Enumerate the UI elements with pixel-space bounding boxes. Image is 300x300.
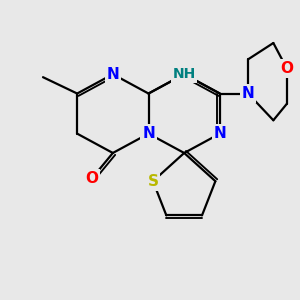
- Text: O: O: [280, 61, 293, 76]
- Text: N: N: [106, 67, 119, 82]
- Text: N: N: [214, 126, 226, 141]
- Text: S: S: [148, 174, 158, 189]
- Text: O: O: [85, 171, 98, 186]
- Text: NH: NH: [172, 67, 196, 81]
- Text: N: N: [142, 126, 155, 141]
- Text: N: N: [242, 86, 254, 101]
